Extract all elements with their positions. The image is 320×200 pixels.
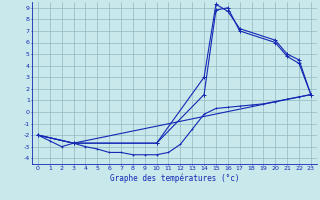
X-axis label: Graphe des températures (°c): Graphe des températures (°c) — [110, 173, 239, 183]
